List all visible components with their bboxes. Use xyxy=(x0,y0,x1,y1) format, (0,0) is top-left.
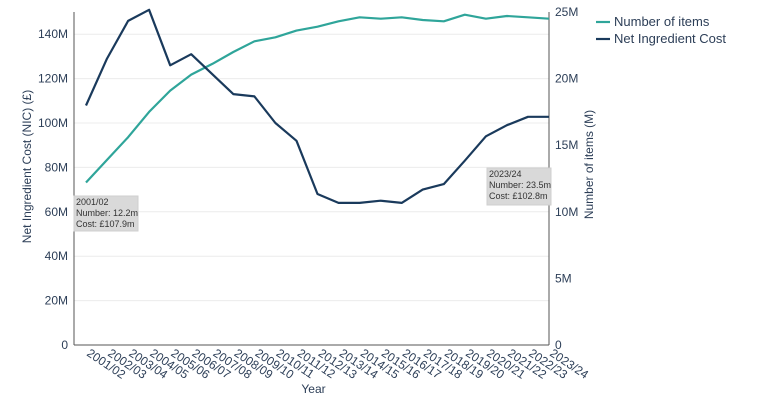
y-right-tick-label: 25M xyxy=(555,5,578,19)
annotation-bg xyxy=(73,195,139,232)
y-right-tick-label: 20M xyxy=(555,72,578,86)
annotation-bg xyxy=(486,167,552,206)
legend-label: Number of items xyxy=(614,14,710,29)
y-right-tick-label: 0 xyxy=(555,338,562,352)
legend-label: Net Ingredient Cost xyxy=(614,31,726,46)
legend[interactable]: Number of items Net Ingredient Cost xyxy=(596,14,726,46)
y-left-tick-label: 60M xyxy=(45,205,68,219)
y-right-tick-label: 5M xyxy=(555,271,572,285)
legend-item[interactable]: Net Ingredient Cost xyxy=(596,31,726,46)
y-left-tick-label: 20M xyxy=(45,294,68,308)
annotation-text: Number: 12.2m xyxy=(76,208,138,218)
annotation-text: 2001/02 xyxy=(76,197,109,207)
annotation-text: Number: 23.5m xyxy=(489,180,551,190)
y-left-tick-label: 0 xyxy=(61,338,68,352)
y-left-tick-label: 40M xyxy=(45,249,68,263)
series-lines xyxy=(84,8,550,204)
y-right-tick-label: 15M xyxy=(555,138,578,152)
y-left-tick-label: 100M xyxy=(38,116,68,130)
y-left-tick-label: 120M xyxy=(38,72,68,86)
y-right-axis-title: Number of items (M) xyxy=(582,110,596,219)
y-right-tick-label: 10M xyxy=(555,205,578,219)
annotation-text: 2023/24 xyxy=(489,169,522,179)
y-left-tick-label: 80M xyxy=(45,160,68,174)
gridlines xyxy=(74,33,549,302)
series-line-net-ingredient-cost xyxy=(84,8,549,204)
legend-item[interactable]: Number of items xyxy=(596,14,710,29)
y-left-tick-label: 140M xyxy=(38,27,68,41)
x-axis-title: Year xyxy=(301,382,325,396)
annotation-text: Cost: £102.8m xyxy=(489,191,548,201)
annotation-text: Cost: £107.9m xyxy=(76,219,135,229)
series-line-number-of-items xyxy=(85,13,550,184)
y-left-axis-title: Net Ingredient Cost (NIC) (£) xyxy=(20,90,34,243)
